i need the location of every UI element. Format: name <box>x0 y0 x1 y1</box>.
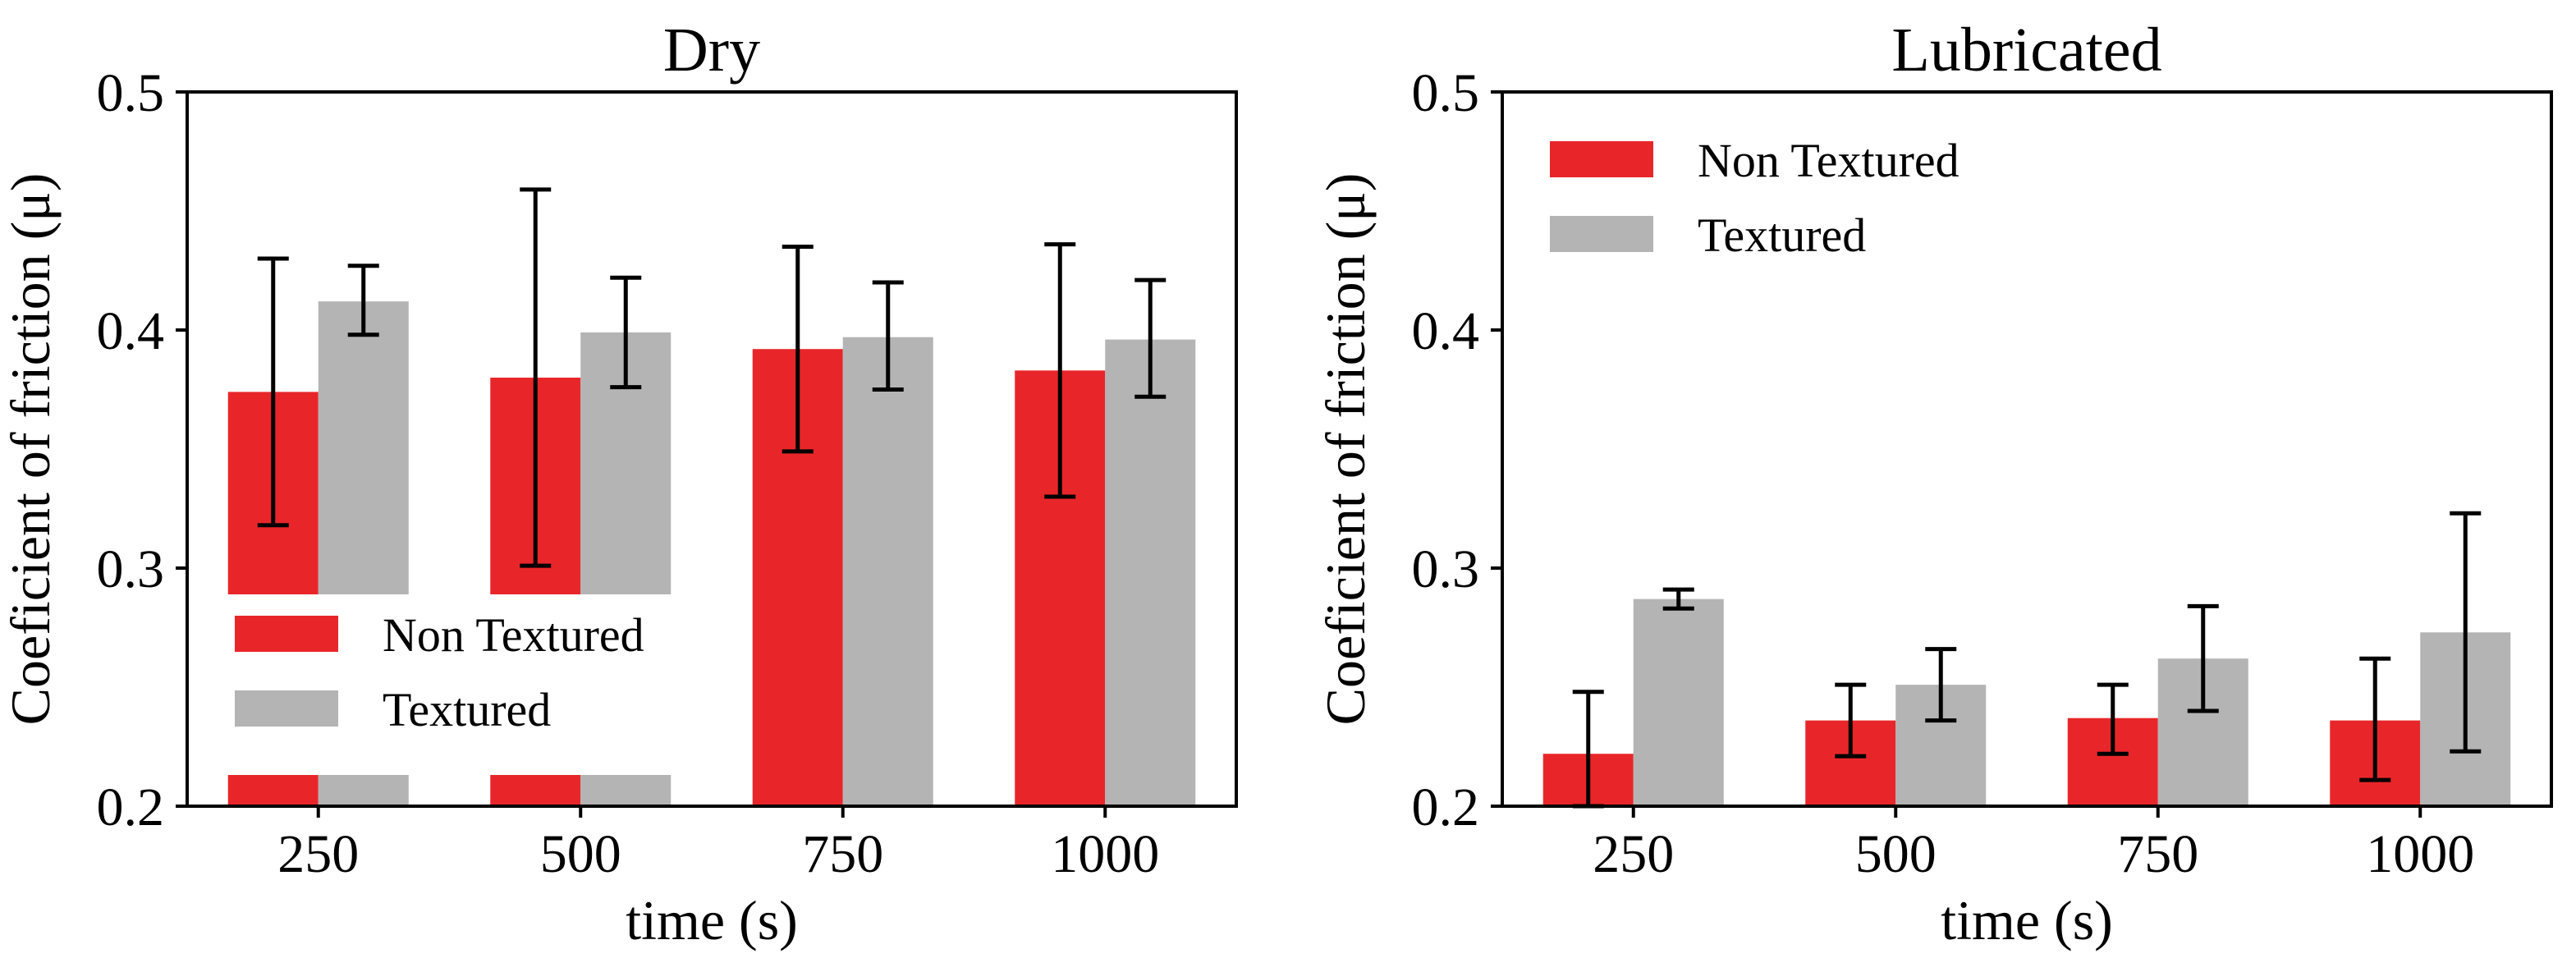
x-tick-label: 1000 <box>2366 824 2474 884</box>
legend-label-textured: Textured <box>383 683 551 736</box>
legend-label-non-textured: Non Textured <box>1698 134 1960 187</box>
y-tick-label: 0.4 <box>97 301 165 361</box>
error-bar-textured-500 <box>1925 647 1957 723</box>
y-tick-label: 0.5 <box>1412 63 1480 123</box>
axes-frame <box>186 90 1238 808</box>
x-tick-label: 500 <box>1855 824 1937 884</box>
bar-textured-750 <box>842 337 933 806</box>
legend-label-non-textured: Non Textured <box>383 608 644 662</box>
error-bar-non-textured-750 <box>2097 682 2129 756</box>
chart-title: Lubricated <box>1891 16 2161 85</box>
lubricated-chart: Non Textured Textured 0.2 0.3 0.4 0.5 250 500 75… <box>1314 16 2553 951</box>
x-tick-label: 1000 <box>1051 824 1159 884</box>
error-bar-non-textured-1000 <box>1044 242 1076 499</box>
error-bar-textured-750 <box>2187 603 2219 713</box>
y-tick-label: 0.4 <box>1412 301 1480 361</box>
legend-label-textured: Textured <box>1698 209 1866 262</box>
bar-textured-250 <box>1633 598 1724 806</box>
x-tick-label: 500 <box>540 824 621 884</box>
error-bar-textured-250 <box>347 264 379 337</box>
error-bar-textured-250 <box>1662 587 1694 611</box>
error-bar-non-textured-250 <box>257 256 289 528</box>
bar-textured-1000 <box>1105 339 1196 807</box>
chart-title: Dry <box>663 16 760 85</box>
x-axis-label: time (s) <box>1941 889 2113 951</box>
legend-swatch-textured <box>1550 216 1653 252</box>
error-bar-non-textured-500 <box>1835 682 1867 759</box>
y-axis-label: Coeficient of friction (μ) <box>1314 173 1377 726</box>
legend-swatch-non-textured <box>235 616 338 652</box>
x-tick-label: 250 <box>277 824 359 884</box>
x-tick-label: 750 <box>802 824 883 884</box>
x-axis-label: time (s) <box>626 889 798 951</box>
y-tick-label: 0.2 <box>1412 777 1480 837</box>
error-bar-textured-750 <box>872 280 904 392</box>
error-bar-non-textured-750 <box>782 245 814 454</box>
y-tick-label: 0.3 <box>97 539 165 599</box>
legend-swatch-non-textured <box>1550 141 1653 177</box>
error-bar-non-textured-1000 <box>2359 656 2391 782</box>
x-tick-label: 250 <box>1593 824 1674 884</box>
x-tick-label: 750 <box>2117 824 2198 884</box>
error-bar-textured-1000 <box>1134 277 1167 399</box>
axes-frame <box>1501 90 2553 808</box>
error-bar-textured-500 <box>610 275 642 390</box>
error-bar-non-textured-500 <box>520 187 552 568</box>
legend-swatch-textured <box>235 690 338 727</box>
y-tick-label: 0.3 <box>1412 539 1480 599</box>
error-bar-textured-1000 <box>2450 511 2482 754</box>
dry-chart: Non Textured Textured 0.2 0.3 0.4 0.5 250 500 75… <box>0 16 1238 951</box>
y-tick-label: 0.2 <box>97 777 165 837</box>
y-axis-label: Coeficient of friction (μ) <box>0 173 62 726</box>
y-tick-label: 0.5 <box>97 63 165 123</box>
